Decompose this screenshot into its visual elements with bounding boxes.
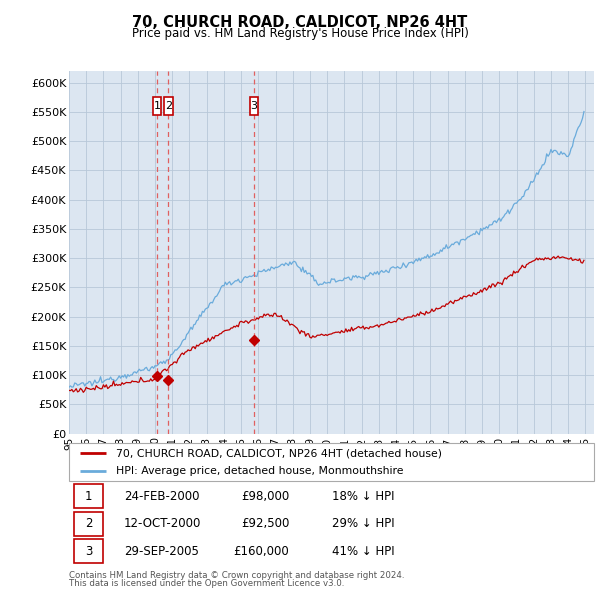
Text: 1: 1 — [154, 101, 161, 111]
Text: 70, CHURCH ROAD, CALDICOT, NP26 4HT: 70, CHURCH ROAD, CALDICOT, NP26 4HT — [133, 15, 467, 30]
Text: 70, CHURCH ROAD, CALDICOT, NP26 4HT (detached house): 70, CHURCH ROAD, CALDICOT, NP26 4HT (det… — [116, 448, 442, 458]
Bar — [74, 512, 103, 536]
Text: 29% ↓ HPI: 29% ↓ HPI — [331, 517, 394, 530]
Text: 3: 3 — [250, 101, 257, 111]
Bar — [74, 484, 103, 508]
Text: 24-FEB-2000: 24-FEB-2000 — [124, 490, 200, 503]
Text: 2: 2 — [85, 517, 92, 530]
Text: £92,500: £92,500 — [241, 517, 290, 530]
Text: This data is licensed under the Open Government Licence v3.0.: This data is licensed under the Open Gov… — [69, 579, 344, 588]
Text: 2: 2 — [165, 101, 172, 111]
Text: HPI: Average price, detached house, Monmouthshire: HPI: Average price, detached house, Monm… — [116, 466, 404, 476]
Text: 12-OCT-2000: 12-OCT-2000 — [124, 517, 202, 530]
Text: 18% ↓ HPI: 18% ↓ HPI — [331, 490, 394, 503]
Text: 3: 3 — [85, 545, 92, 558]
Bar — [153, 97, 161, 115]
Text: Contains HM Land Registry data © Crown copyright and database right 2024.: Contains HM Land Registry data © Crown c… — [69, 571, 404, 579]
Text: 1: 1 — [85, 490, 92, 503]
Text: Price paid vs. HM Land Registry's House Price Index (HPI): Price paid vs. HM Land Registry's House … — [131, 27, 469, 40]
Text: 29-SEP-2005: 29-SEP-2005 — [124, 545, 199, 558]
Bar — [250, 97, 258, 115]
Text: £160,000: £160,000 — [234, 545, 290, 558]
Text: 41% ↓ HPI: 41% ↓ HPI — [331, 545, 394, 558]
Text: £98,000: £98,000 — [241, 490, 290, 503]
Bar — [164, 97, 173, 115]
Bar — [74, 539, 103, 563]
